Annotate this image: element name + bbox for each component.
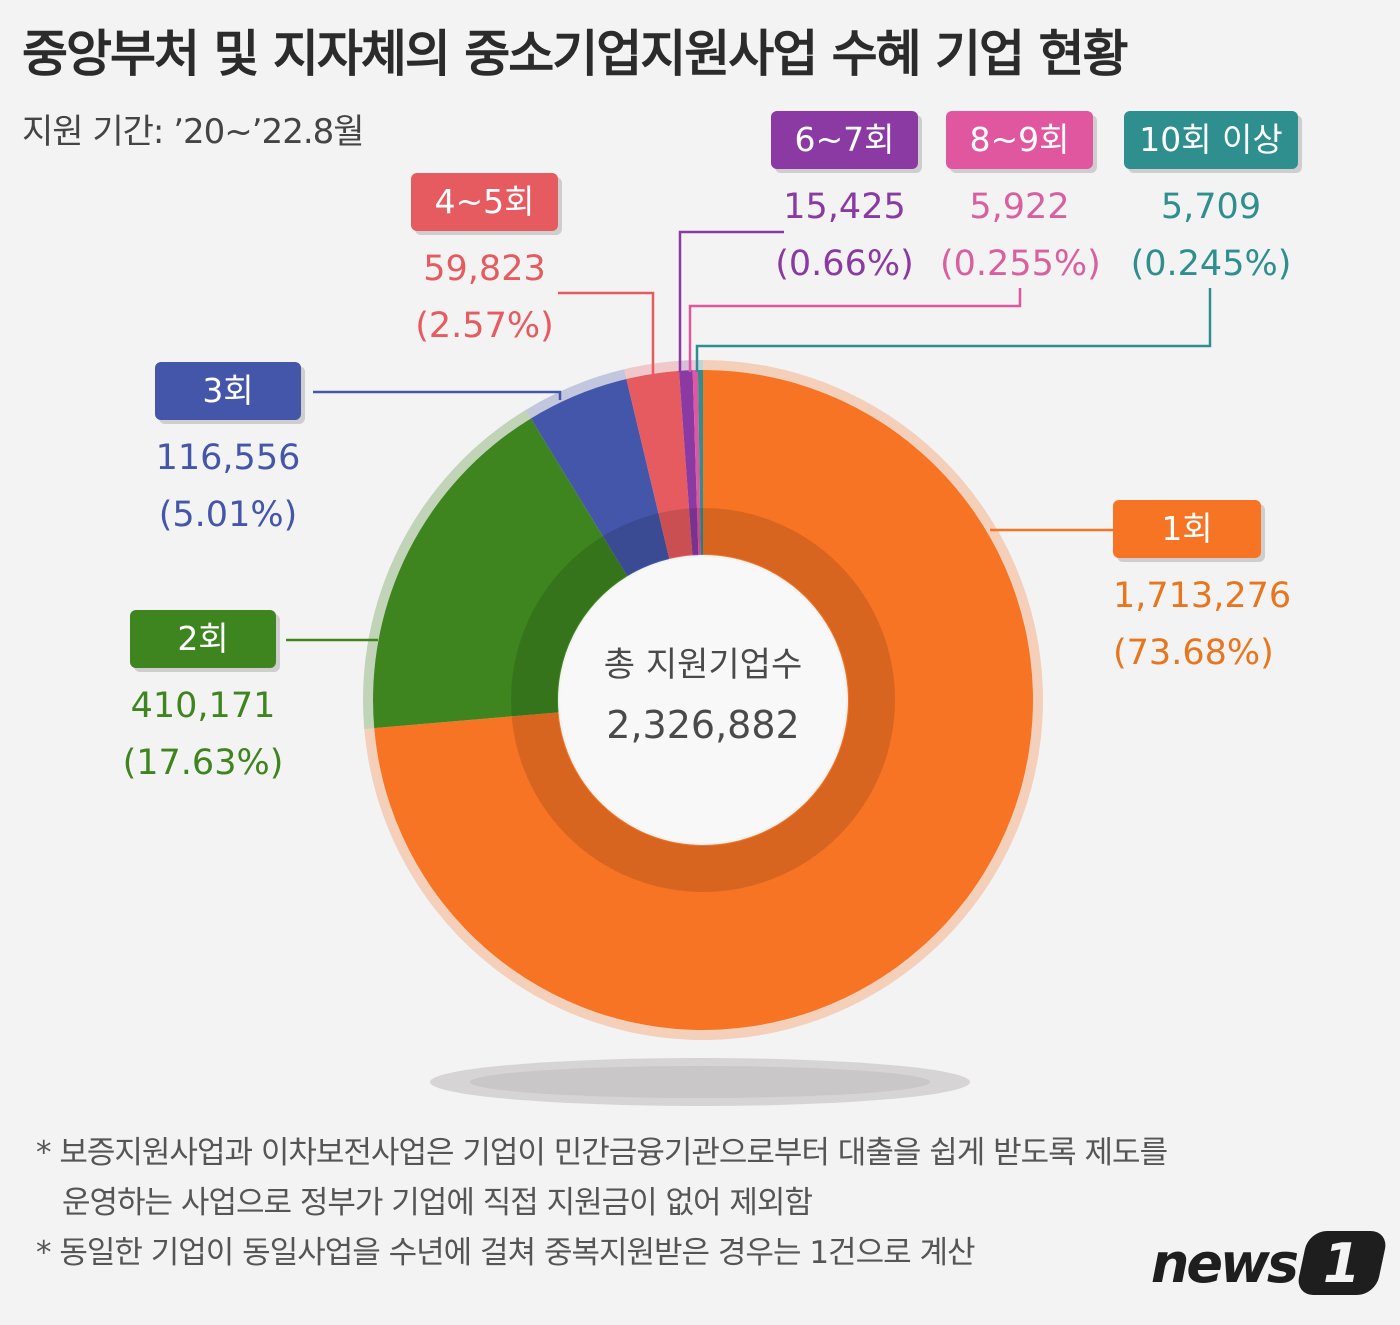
slice-percent-6: (0.245%) bbox=[1130, 244, 1292, 284]
slice-halo-3 bbox=[624, 360, 679, 380]
slice-count-1: 410,171 bbox=[130, 686, 276, 726]
slice-percent-1: (17.63%) bbox=[122, 743, 284, 783]
slice-badge-2: 3회 bbox=[155, 362, 301, 420]
logo-mark: 1 bbox=[1295, 1231, 1389, 1295]
slice-value-0: 1,713,276 (73.68%) bbox=[1113, 568, 1292, 682]
slice-badge-0: 1회 bbox=[1113, 500, 1261, 558]
slice-value-1: 410,171 (17.63%) bbox=[110, 678, 296, 792]
slice-1 bbox=[373, 418, 628, 729]
chart-center-total: 총 지원기업수 2,326,882 bbox=[553, 635, 853, 755]
slice-count-3: 59,823 bbox=[423, 249, 546, 289]
slice-percent-3: (2.57%) bbox=[415, 306, 554, 346]
support-period: 지원 기간: ’20~’22.8월 bbox=[22, 112, 365, 152]
footnotes: * 보증지원사업과 이차보전사업은 기업이 민간금융기관으로부터 대출을 쉽게 … bbox=[36, 1128, 1296, 1278]
slice-value-5: 5,922 (0.255%) bbox=[940, 179, 1101, 293]
slice-count-4: 15,425 bbox=[783, 187, 906, 227]
total-value: 2,326,882 bbox=[606, 703, 800, 747]
footnote-1: * 보증지원사업과 이차보전사업은 기업이 민간금융기관으로부터 대출을 쉽게 … bbox=[36, 1135, 1168, 1171]
slice-value-6: 5,709 (0.245%) bbox=[1124, 179, 1298, 293]
inner-shade-ring bbox=[511, 508, 895, 892]
leader-line-4 bbox=[678, 230, 784, 372]
slice-percent-5: (0.255%) bbox=[940, 244, 1101, 284]
leader-line-3 bbox=[558, 291, 655, 376]
slice-count-0: 1,713,276 bbox=[1113, 576, 1292, 616]
chart-shadow-core bbox=[470, 1066, 930, 1098]
slice-count-5: 5,922 bbox=[969, 187, 1070, 227]
slice-5 bbox=[692, 370, 701, 556]
donut-hole bbox=[560, 557, 846, 843]
slice-percent-4: (0.66%) bbox=[775, 244, 914, 284]
slice-count-6: 5,709 bbox=[1160, 187, 1262, 227]
page-title: 중앙부처 및 지자체의 중소기업지원사업 수혜 기업 현황 bbox=[22, 25, 1128, 83]
slice-badge-1: 2회 bbox=[130, 610, 276, 668]
slice-halo-2 bbox=[525, 369, 627, 419]
leader-line-2 bbox=[313, 390, 562, 400]
footnote-2: * 동일한 기업이 동일사업을 수년에 걸쳐 중복지원받은 경우는 1건으로 계… bbox=[36, 1235, 976, 1271]
slice-percent-0: (73.68%) bbox=[1113, 633, 1274, 673]
slice-badge-6: 10회 이상 bbox=[1124, 111, 1298, 169]
news1-logo: news 1 bbox=[1150, 1231, 1389, 1295]
slice-value-3: 59,823 (2.57%) bbox=[396, 241, 573, 355]
slice-3 bbox=[626, 370, 693, 559]
leader-line-5 bbox=[688, 288, 1022, 372]
total-label: 총 지원기업수 bbox=[603, 645, 803, 685]
footnote-1-cont: 운영하는 사업으로 정부가 기업에 직접 지원금이 없어 제외함 bbox=[62, 1185, 813, 1221]
slice-badge-3: 4~5회 bbox=[411, 173, 558, 231]
slice-4 bbox=[678, 370, 699, 556]
slice-value-4: 15,425 (0.66%) bbox=[768, 179, 921, 293]
slice-halo-6 bbox=[697, 360, 703, 371]
slice-6 bbox=[697, 370, 703, 556]
slice-count-2: 116,556 bbox=[155, 438, 301, 478]
slice-percent-2: (5.01%) bbox=[158, 495, 298, 535]
slice-halo-1 bbox=[362, 409, 531, 729]
slice-badge-4: 6~7회 bbox=[771, 111, 918, 169]
slice-badge-5: 8~9회 bbox=[946, 111, 1093, 169]
logo-word: news bbox=[1150, 1231, 1299, 1295]
slice-0 bbox=[374, 370, 1033, 1030]
slice-2 bbox=[530, 379, 670, 577]
slice-value-2: 116,556 (5.01%) bbox=[130, 430, 326, 544]
leader-line-6 bbox=[695, 288, 1212, 372]
